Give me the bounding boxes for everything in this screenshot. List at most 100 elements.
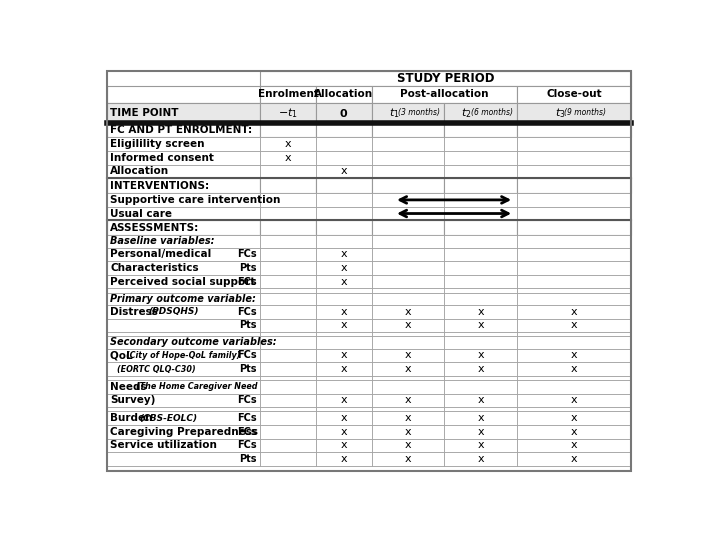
Bar [316,288,372,293]
Bar [372,288,444,293]
Bar [316,275,372,288]
Text: $-t_1$: $-t_1$ [278,106,298,120]
Bar [107,207,631,220]
Bar [444,380,517,393]
Bar [372,123,444,137]
Text: x: x [571,413,577,423]
Bar [517,425,631,438]
Bar [444,103,517,123]
Bar [107,220,260,235]
Bar [107,425,260,438]
Text: x: x [341,396,347,405]
Text: QoL: QoL [110,351,136,361]
Text: x: x [405,396,411,405]
Bar [372,412,444,425]
Bar [107,165,260,178]
Bar [444,412,517,425]
Bar [517,288,631,293]
Bar [107,86,631,103]
Bar [517,86,631,103]
Bar [444,452,517,466]
Bar [372,293,444,305]
Bar [260,123,316,137]
Bar [107,248,260,261]
Bar [444,349,517,362]
Bar [316,332,372,336]
Bar [107,275,260,288]
Bar [372,336,444,349]
Bar [260,220,316,235]
Bar [517,137,631,151]
Text: $t_3$: $t_3$ [555,106,565,120]
Bar [517,349,631,362]
Bar [444,452,517,466]
Bar [107,165,260,178]
Bar [260,103,316,123]
Bar [107,362,260,376]
Bar [107,86,260,103]
Bar [316,452,372,466]
Bar [316,318,372,332]
Bar [107,207,260,220]
Bar [517,393,631,407]
Bar [372,305,444,318]
Bar [444,123,517,137]
Bar [107,336,631,349]
Text: x: x [341,166,347,176]
Bar [316,137,372,151]
Bar [517,178,631,193]
Bar [316,207,372,220]
Bar [260,332,316,336]
Bar [372,452,444,466]
Bar [372,275,444,288]
Text: x: x [477,454,484,464]
Bar [107,151,260,165]
Bar [107,452,260,466]
Bar [316,220,372,235]
Bar [517,452,631,466]
Bar [444,336,517,349]
Bar [372,376,444,380]
Bar [517,207,631,220]
Bar [316,380,372,393]
Bar [372,376,444,380]
Bar [107,393,260,407]
Bar [107,103,260,123]
Bar [517,336,631,349]
Bar [260,288,316,293]
Bar [316,220,372,235]
Bar [444,305,517,318]
Text: (EORTC QLQ-C30): (EORTC QLQ-C30) [117,364,195,374]
Bar [372,393,444,407]
Text: Post-allocation: Post-allocation [400,90,489,100]
Bar [260,349,316,362]
Bar [260,332,316,336]
Text: x: x [285,153,292,163]
Bar [517,123,631,137]
Bar [107,178,260,193]
Bar [372,318,444,332]
Text: x: x [341,249,347,259]
Bar [372,261,444,275]
Bar [517,425,631,438]
Bar [260,151,316,165]
Bar [107,349,260,362]
Bar [372,288,444,293]
Bar [107,137,260,151]
Bar [372,193,444,207]
Bar [107,305,260,318]
Bar [444,151,517,165]
Bar [316,332,372,336]
Bar [444,103,517,123]
Text: Allocation: Allocation [315,90,374,100]
Text: TIME POINT: TIME POINT [110,108,179,117]
Text: STUDY PERIOD: STUDY PERIOD [397,72,495,85]
Bar [107,261,260,275]
Bar [260,293,316,305]
Bar [260,137,316,151]
Text: (The Home Caregiver Need: (The Home Caregiver Need [136,382,258,391]
Bar [107,438,260,452]
Bar [260,275,316,288]
Text: x: x [571,351,577,361]
Bar [372,137,444,151]
